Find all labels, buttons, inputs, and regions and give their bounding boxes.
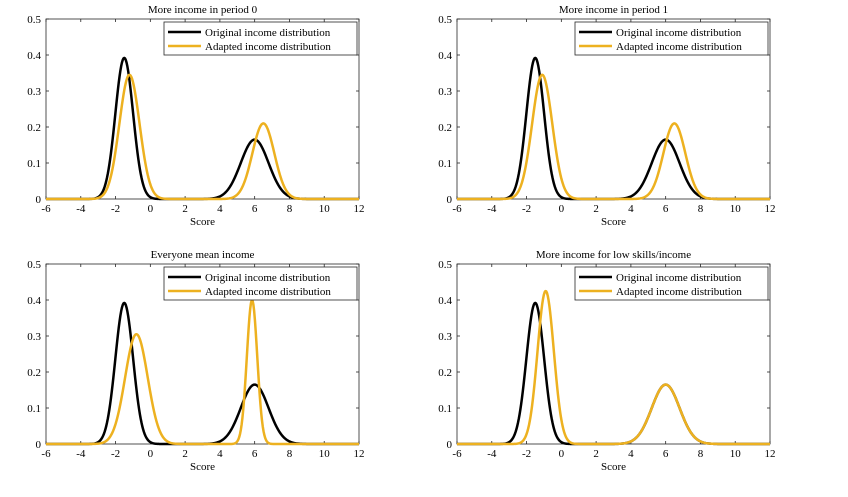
x-tick-label: -4 bbox=[76, 203, 86, 215]
legend-label: Original income distribution bbox=[616, 272, 742, 284]
x-tick-label: 0 bbox=[559, 448, 565, 460]
x-tick-label: 6 bbox=[252, 203, 258, 215]
legend-label: Original income distribution bbox=[616, 27, 742, 39]
chart-panel-4: More income for low skills/income -6 -4 -2 0… bbox=[438, 249, 775, 473]
x-tick-label: 12 bbox=[354, 203, 365, 215]
legend-label: Original income distribution bbox=[205, 272, 331, 284]
x-tick-label: 6 bbox=[663, 203, 669, 215]
x-tick-label: 12 bbox=[354, 448, 365, 460]
y-tick-label: 0.2 bbox=[27, 122, 41, 134]
x-tick-label: -2 bbox=[522, 203, 531, 215]
legend-box bbox=[574, 21, 769, 56]
x-tick-label: -6 bbox=[41, 203, 51, 215]
y-tick-label: 0 bbox=[447, 439, 453, 451]
x-tick-label: -4 bbox=[487, 448, 497, 460]
chart-title: More income in period 0 bbox=[148, 4, 258, 16]
y-tick-label: 0.1 bbox=[438, 158, 452, 170]
x-axis-label: Score bbox=[601, 461, 626, 473]
x-axis-label: Score bbox=[190, 216, 215, 228]
y-tick-label: 0.3 bbox=[27, 86, 41, 98]
legend-label: Adapted income distribution bbox=[205, 41, 331, 53]
series-line-adapted bbox=[45, 298, 360, 446]
y-tick-label: 0.4 bbox=[27, 50, 41, 62]
x-tick-label: 2 bbox=[593, 448, 599, 460]
chart-panel-2: More income in period 1 -6 -4 -2 0 2 4 6 8 10 12 0 0… bbox=[438, 4, 775, 228]
x-tick-label: 4 bbox=[217, 203, 223, 215]
x-tick-label: 4 bbox=[628, 448, 634, 460]
y-tick-label: 0 bbox=[36, 194, 42, 206]
x-axis-label: Score bbox=[601, 216, 626, 228]
legend-label: Original income distribution bbox=[205, 27, 331, 39]
x-tick-label: 2 bbox=[182, 448, 188, 460]
y-tick-label: 0.2 bbox=[27, 367, 41, 379]
y-tick-label: 0.4 bbox=[438, 50, 452, 62]
y-tick-label: 0.3 bbox=[438, 86, 452, 98]
x-tick-label: 0 bbox=[148, 448, 154, 460]
y-tick-label: 0 bbox=[447, 194, 453, 206]
y-tick-label: 0.1 bbox=[27, 403, 41, 415]
y-tick-label: 0.2 bbox=[438, 367, 452, 379]
x-tick-label: 8 bbox=[287, 448, 293, 460]
series-line-adapted bbox=[456, 73, 771, 201]
y-tick-label: 0.2 bbox=[438, 122, 452, 134]
y-tick-label: 0.4 bbox=[438, 295, 452, 307]
chart-title: Everyone mean income bbox=[151, 249, 255, 261]
x-tick-label: -6 bbox=[452, 203, 462, 215]
x-tick-label: -6 bbox=[41, 448, 51, 460]
x-tick-label: 8 bbox=[287, 203, 293, 215]
x-tick-label: 10 bbox=[730, 448, 742, 460]
x-tick-label: 4 bbox=[628, 203, 634, 215]
x-tick-label: 8 bbox=[698, 448, 704, 460]
x-tick-label: 2 bbox=[593, 203, 599, 215]
legend: Original income distribution Adapted inco… bbox=[574, 266, 769, 301]
y-tick-label: 0.3 bbox=[27, 331, 41, 343]
legend-label: Adapted income distribution bbox=[205, 286, 331, 298]
x-tick-label: 2 bbox=[182, 203, 188, 215]
y-tick-label: 0.1 bbox=[438, 403, 452, 415]
legend-label: Adapted income distribution bbox=[616, 286, 742, 298]
series-line-adapted bbox=[45, 73, 360, 201]
legend-box bbox=[574, 266, 769, 301]
x-tick-label: 10 bbox=[319, 448, 331, 460]
x-tick-label: 6 bbox=[252, 448, 258, 460]
x-tick-label: 0 bbox=[559, 203, 565, 215]
legend-box bbox=[163, 266, 358, 301]
chart-panel-1: More income in period 0 -6 -4 -2 0 2 4 6 8 10 12 0 0… bbox=[27, 4, 364, 228]
y-tick-label: 0.5 bbox=[438, 14, 452, 26]
x-tick-label: 8 bbox=[698, 203, 704, 215]
x-tick-label: -4 bbox=[487, 203, 497, 215]
x-tick-label: -2 bbox=[111, 448, 120, 460]
x-tick-label: -6 bbox=[452, 448, 462, 460]
chart-title: More income in period 1 bbox=[559, 4, 668, 16]
x-tick-label: 12 bbox=[765, 203, 776, 215]
x-tick-label: 0 bbox=[148, 203, 154, 215]
x-tick-label: 10 bbox=[730, 203, 742, 215]
x-axis-label: Score bbox=[190, 461, 215, 473]
chart-panel-3: Everyone mean income -6 -4 -2 0 2 4 6 8 10 12 0 0.1 0… bbox=[27, 249, 364, 473]
x-tick-label: 6 bbox=[663, 448, 669, 460]
series-line-adapted bbox=[456, 289, 771, 446]
x-tick-label: 10 bbox=[319, 203, 331, 215]
legend: Original income distribution Adapted inco… bbox=[163, 21, 358, 56]
x-tick-label: 4 bbox=[217, 448, 223, 460]
y-tick-label: 0.1 bbox=[27, 158, 41, 170]
legend: Original income distribution Adapted inco… bbox=[163, 266, 358, 301]
chart-title: More income for low skills/income bbox=[536, 249, 691, 261]
y-tick-label: 0 bbox=[36, 439, 42, 451]
x-tick-label: 12 bbox=[765, 448, 776, 460]
y-tick-label: 0.5 bbox=[438, 259, 452, 271]
y-tick-label: 0.5 bbox=[27, 259, 41, 271]
y-tick-label: 0.4 bbox=[27, 295, 41, 307]
legend-box bbox=[163, 21, 358, 56]
y-tick-label: 0.5 bbox=[27, 14, 41, 26]
y-tick-label: 0.3 bbox=[438, 331, 452, 343]
legend: Original income distribution Adapted inco… bbox=[574, 21, 769, 56]
x-tick-label: -4 bbox=[76, 448, 86, 460]
legend-label: Adapted income distribution bbox=[616, 41, 742, 53]
x-tick-label: -2 bbox=[111, 203, 120, 215]
x-tick-label: -2 bbox=[522, 448, 531, 460]
